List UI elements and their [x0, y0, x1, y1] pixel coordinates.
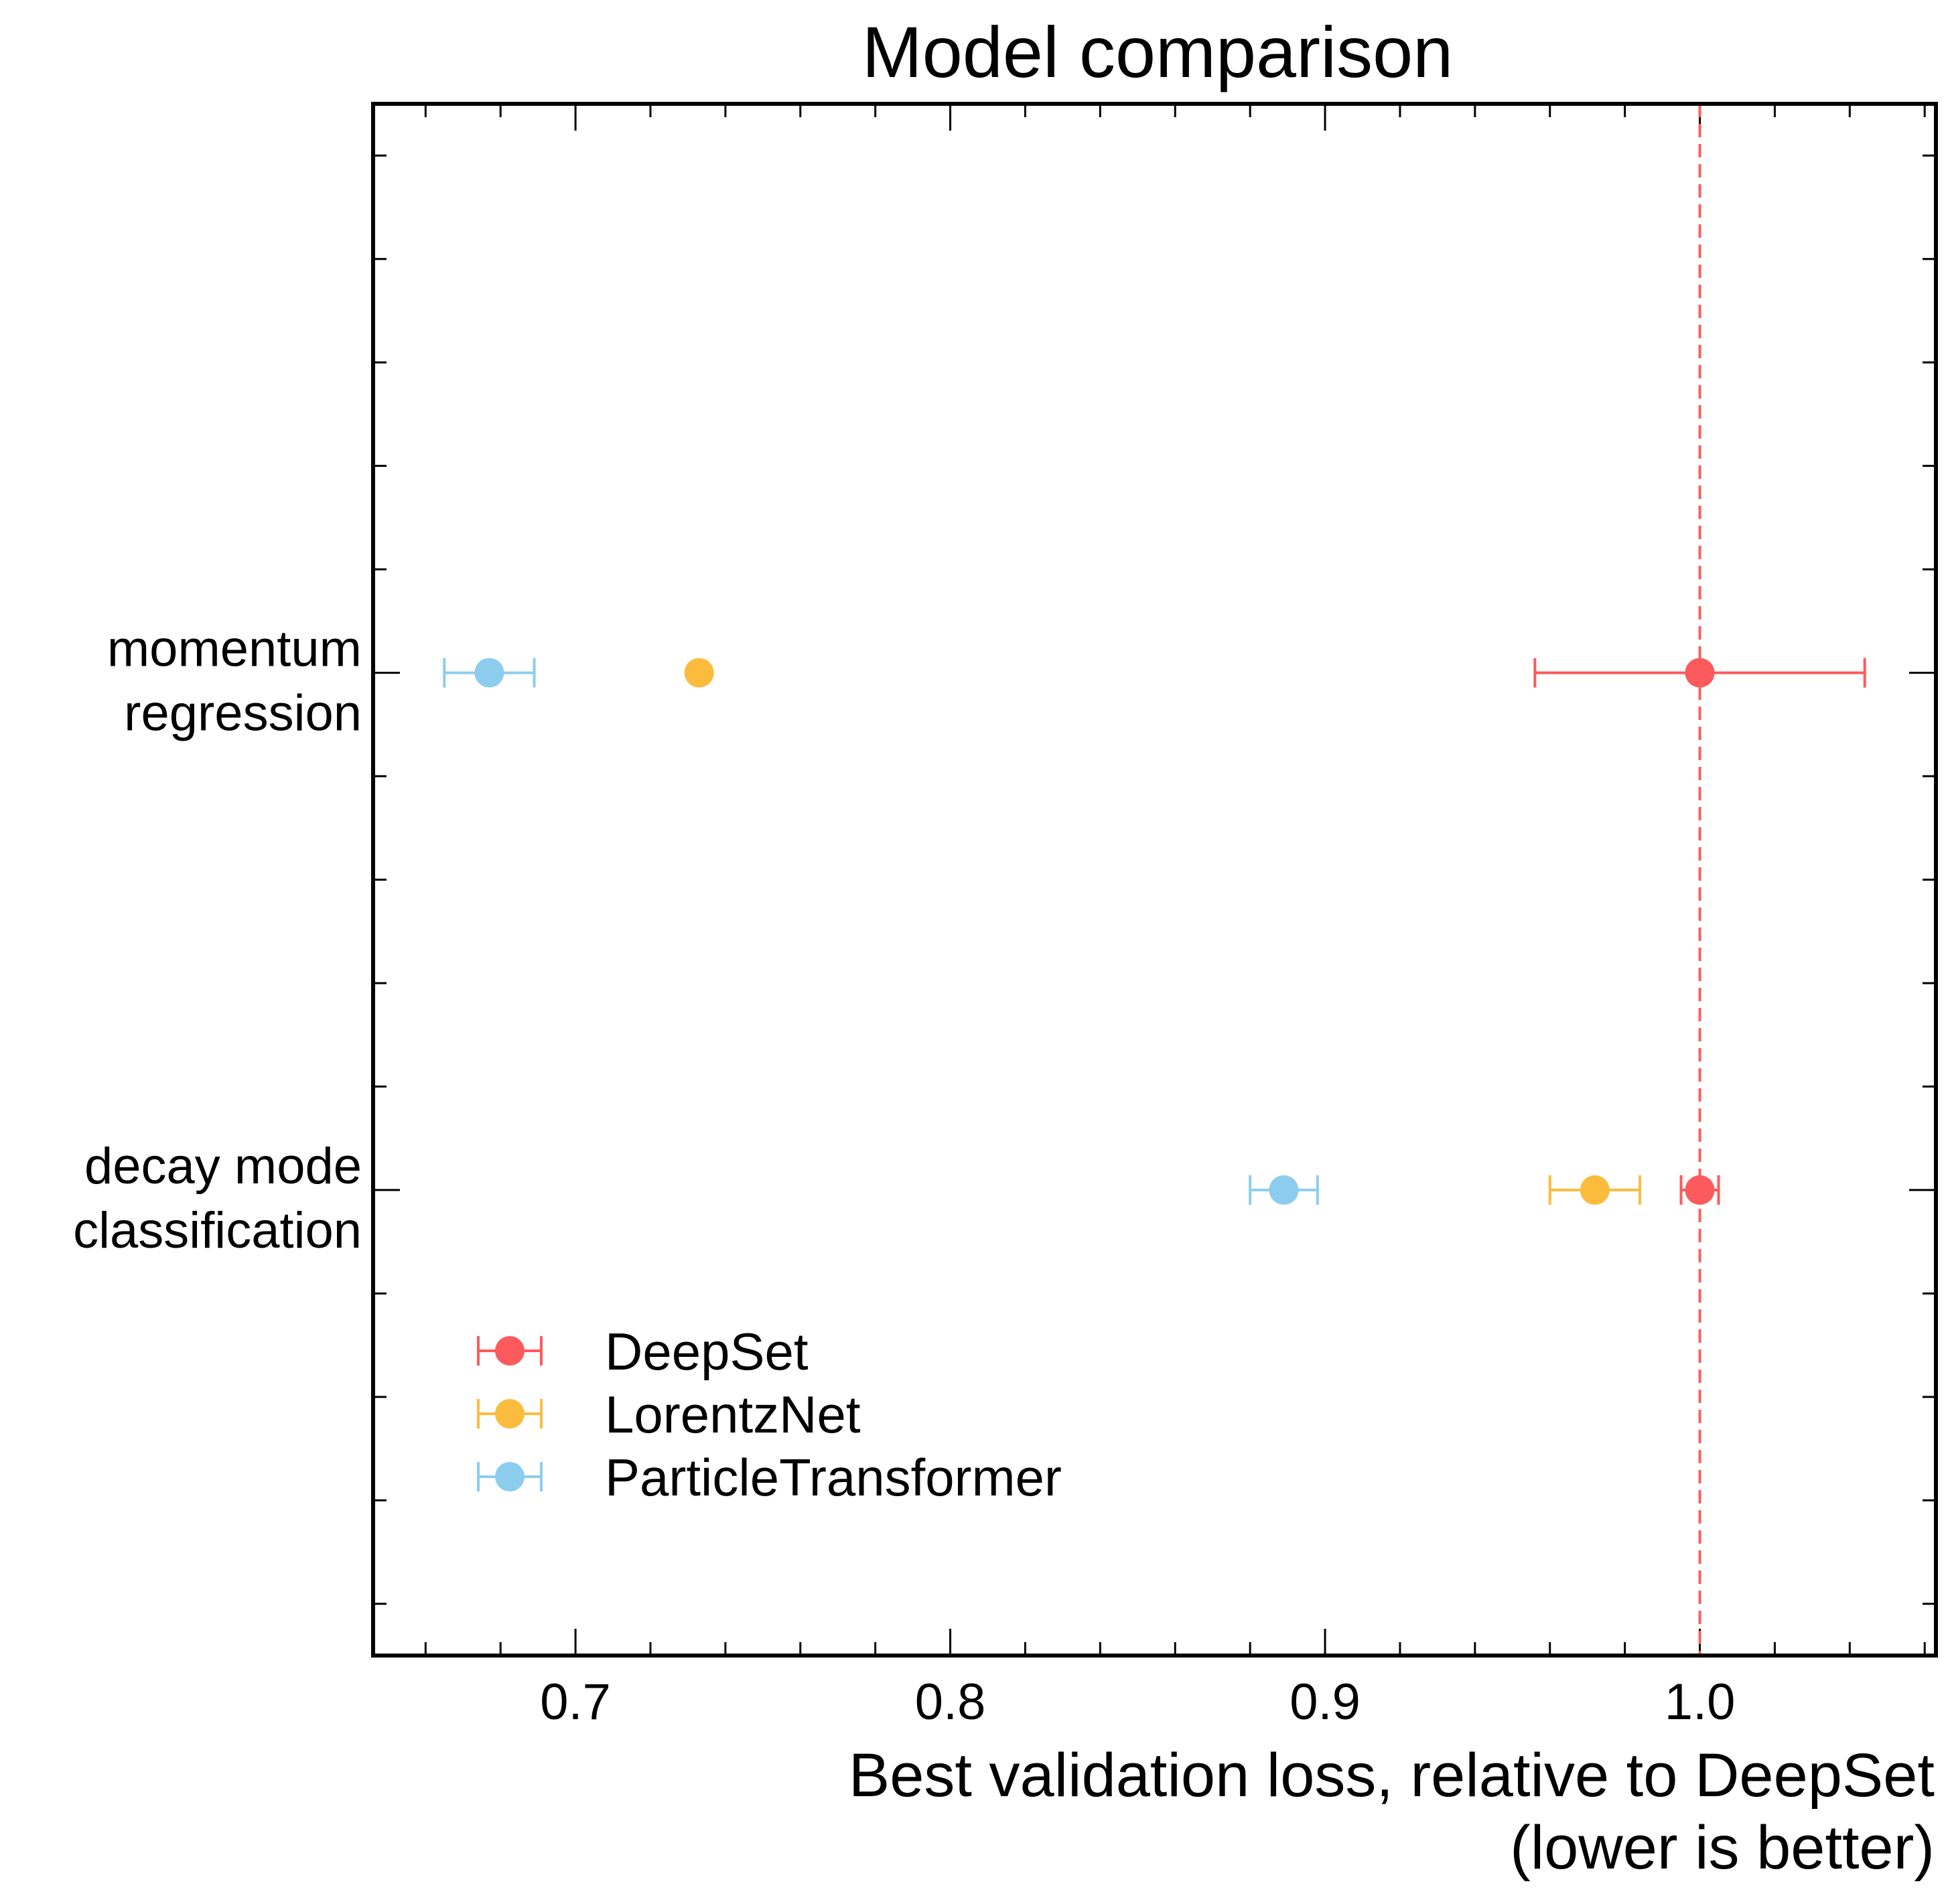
legend-entry: DeepSet — [477, 1322, 809, 1381]
legend-marker — [495, 1462, 525, 1491]
legend-entry: ParticleTransformer — [477, 1448, 1062, 1507]
y-tick-label: regression — [124, 685, 362, 742]
x-tick-label: 1.0 — [1665, 1674, 1736, 1731]
data-point-deepset — [1679, 1175, 1720, 1205]
marker — [1269, 1175, 1299, 1205]
data-point-lorentznet — [1548, 1175, 1642, 1205]
x-axis-label-line1: Best validation loss, relative to DeepSe… — [849, 1741, 1935, 1810]
x-tick-labels: 0.7 0.8 0.9 1.0 — [540, 1674, 1735, 1731]
minor-ticks — [373, 104, 1936, 1656]
x-tick-label: 0.8 — [915, 1674, 986, 1731]
legend-entry: LorentzNet — [477, 1385, 861, 1444]
marker — [1685, 1175, 1715, 1205]
y-tick-label: classification — [73, 1202, 362, 1259]
marker — [1580, 1175, 1610, 1205]
data-points — [443, 658, 1866, 1205]
data-point-particletransformer — [1249, 1175, 1319, 1205]
y-tick-label: decay mode — [84, 1138, 362, 1195]
legend-label: LorentzNet — [605, 1385, 861, 1444]
legend-marker — [495, 1399, 525, 1429]
data-point-particletransformer — [443, 658, 536, 688]
legend-label: ParticleTransformer — [605, 1448, 1062, 1507]
chart-title: Model comparison — [862, 11, 1453, 92]
marker — [684, 658, 714, 688]
y-tick-labels: momentum regression decay mode classificati… — [73, 621, 362, 1259]
data-point-lorentznet — [684, 658, 714, 688]
major-ticks — [373, 104, 1936, 1656]
x-tick-label: 0.9 — [1290, 1674, 1361, 1731]
x-tick-label: 0.7 — [540, 1674, 611, 1731]
data-point-deepset — [1533, 658, 1866, 688]
legend-label: DeepSet — [605, 1322, 809, 1381]
plot-frame — [371, 102, 1938, 1658]
y-tick-label: momentum — [107, 621, 362, 678]
marker — [474, 658, 504, 688]
legend-marker — [495, 1336, 525, 1366]
x-axis-label-line2: (lower is better) — [1510, 1814, 1935, 1882]
marker — [1685, 658, 1715, 688]
